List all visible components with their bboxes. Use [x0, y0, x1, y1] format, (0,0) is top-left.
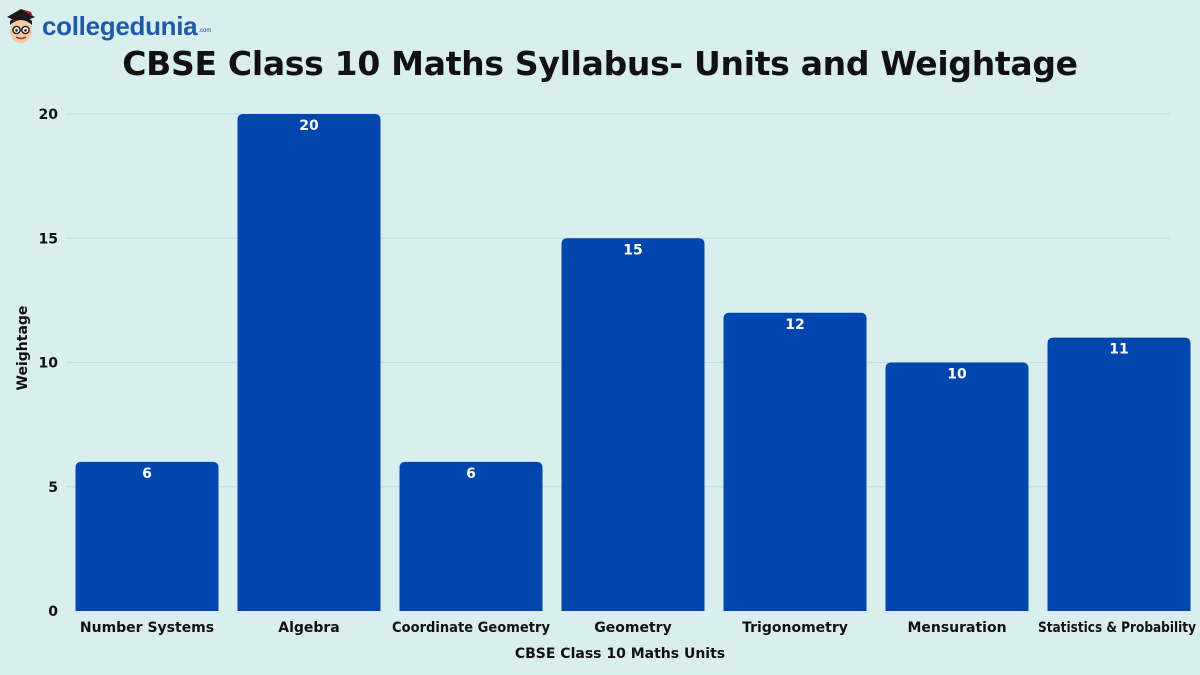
- y-tick-label: 20: [39, 107, 59, 123]
- bar-data-labels: 6 20 6 15 12 10 11: [142, 118, 1129, 482]
- x-tick-label: Geometry: [594, 620, 671, 636]
- x-tick-label: Statistics & Probability: [1038, 620, 1196, 636]
- chart-title: CBSE Class 10 Maths Syllabus- Units and …: [122, 44, 1078, 83]
- brand-logo: collegedunia .com: [4, 6, 211, 46]
- bar: [1047, 337, 1191, 611]
- brand-suffix: .com: [198, 28, 212, 34]
- bar-data-label: 12: [785, 317, 804, 333]
- x-tick-label: Mensuration: [907, 620, 1006, 636]
- x-tick-label: Algebra: [278, 620, 340, 636]
- bar: [885, 362, 1029, 611]
- bar: [561, 238, 705, 611]
- bar: [75, 461, 219, 611]
- mascot-face-icon: [7, 9, 35, 43]
- y-tick-label: 10: [39, 356, 59, 372]
- x-axis-ticks: Number Systems Algebra Coordinate Geometry…: [80, 620, 1196, 636]
- y-axis-title: Weightage: [15, 305, 31, 391]
- bar-data-label: 15: [623, 242, 642, 258]
- y-tick-label: 5: [48, 480, 58, 496]
- bars: [75, 114, 1191, 611]
- bar-data-label: 11: [1109, 342, 1128, 358]
- y-axis-title-wrap: Weightage: [8, 300, 36, 410]
- bar: [399, 461, 543, 611]
- bar-data-label: 10: [947, 367, 967, 383]
- x-axis-title: CBSE Class 10 Maths Units: [514, 646, 726, 662]
- bar-data-label: 20: [299, 118, 319, 134]
- y-axis-ticks: 0 5 10 15 20: [39, 107, 59, 620]
- bar-data-label: 6: [466, 466, 476, 482]
- bar-data-label: 6: [142, 466, 152, 482]
- bar: [237, 114, 381, 611]
- y-tick-label: 15: [39, 231, 58, 247]
- bar: [723, 312, 867, 611]
- y-tick-label: 0: [48, 604, 58, 620]
- brand-name: collegedunia: [42, 10, 198, 41]
- x-tick-label: Trigonometry: [742, 620, 848, 636]
- x-tick-label: Coordinate Geometry: [392, 620, 550, 636]
- x-tick-label: Number Systems: [80, 620, 214, 636]
